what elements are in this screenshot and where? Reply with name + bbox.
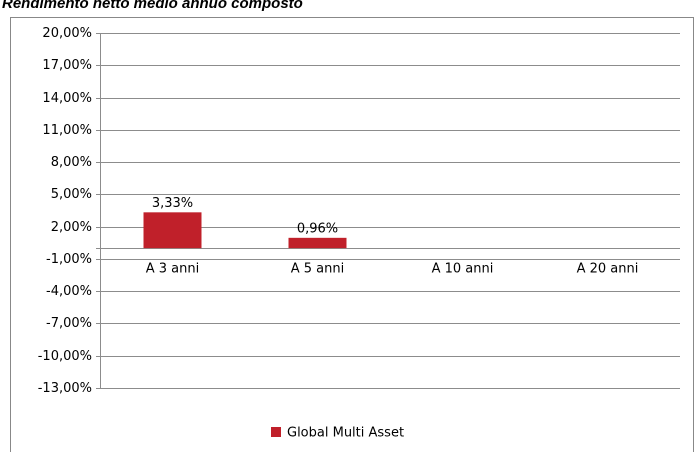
y-tick-label: -1,00% bbox=[46, 252, 92, 267]
x-tick-label: A 3 anni bbox=[146, 262, 200, 277]
value-label: 0,96% bbox=[297, 221, 338, 236]
y-tick-label: -13,00% bbox=[38, 381, 92, 396]
y-tick-label: 17,00% bbox=[42, 58, 92, 73]
y-tick-label: -7,00% bbox=[46, 316, 92, 331]
bar bbox=[288, 237, 347, 249]
y-tick-label: 2,00% bbox=[51, 220, 92, 235]
y-tick-label: 8,00% bbox=[51, 155, 92, 170]
legend-swatch bbox=[271, 427, 281, 437]
x-tick-label: A 20 anni bbox=[577, 262, 639, 277]
y-tick-label: -4,00% bbox=[46, 284, 92, 299]
chart-frame bbox=[10, 17, 694, 452]
y-tick-label: 14,00% bbox=[42, 91, 92, 106]
x-tick-label: A 5 anni bbox=[291, 262, 345, 277]
y-tick-label: -10,00% bbox=[38, 349, 92, 364]
value-label: 3,33% bbox=[152, 196, 193, 211]
y-tick-label: 20,00% bbox=[42, 26, 92, 41]
y-tick-label: 11,00% bbox=[42, 123, 92, 138]
bar bbox=[143, 212, 202, 249]
legend-label: Global Multi Asset bbox=[287, 426, 404, 441]
chart-title: Rendimento netto medio annuo composto bbox=[2, 0, 303, 12]
x-tick-label: A 10 anni bbox=[432, 262, 494, 277]
y-tick-label: 5,00% bbox=[51, 187, 92, 202]
